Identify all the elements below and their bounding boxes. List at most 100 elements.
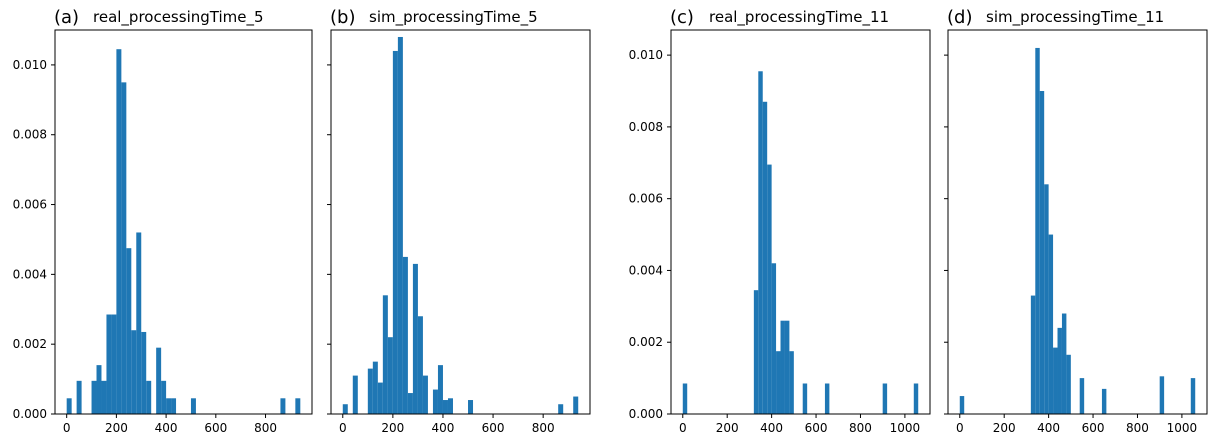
- x-tick-label: 400: [432, 421, 455, 435]
- y-tick-label: 0.002: [13, 337, 47, 351]
- histogram-bar: [387, 337, 393, 414]
- histogram-bar: [1053, 347, 1058, 414]
- histogram-bar: [1159, 376, 1165, 414]
- x-tick-label: 0: [339, 421, 347, 435]
- y-tick-label: 0.004: [629, 263, 663, 277]
- x-tick-label: 200: [105, 421, 128, 435]
- panel-title: sim_processingTime_5: [369, 8, 538, 27]
- x-tick-label: 600: [204, 421, 227, 435]
- y-tick-label: 0.004: [13, 267, 47, 281]
- x-tick-label: 1000: [890, 421, 921, 435]
- histogram-bar: [784, 320, 790, 414]
- y-tick-label: 0.000: [13, 407, 47, 421]
- histogram-bar: [190, 398, 196, 414]
- y-tick-label: 0.008: [13, 128, 47, 142]
- histogram-bar: [1030, 295, 1036, 414]
- x-tick-label: 200: [716, 421, 739, 435]
- histogram-bar: [776, 351, 781, 414]
- histogram-bar: [131, 330, 137, 414]
- histogram-bar: [382, 295, 388, 414]
- histogram-bar: [342, 404, 348, 414]
- x-tick-label: 800: [1126, 421, 1149, 435]
- histogram-bar: [280, 398, 286, 414]
- histogram-bar: [882, 383, 888, 414]
- histogram-bar: [392, 50, 398, 414]
- x-tick-label: 800: [254, 421, 277, 435]
- histogram-bar: [767, 164, 772, 414]
- histogram-bar: [417, 316, 423, 414]
- histogram-bar: [573, 396, 579, 414]
- histogram-bar: [468, 400, 474, 414]
- histogram-bar: [1044, 184, 1049, 414]
- histogram-bar: [91, 380, 97, 414]
- x-tick-label: 0: [679, 421, 687, 435]
- histogram-bar: [432, 389, 438, 414]
- x-tick-label: 0: [956, 421, 964, 435]
- panel-title: real_processingTime_5: [93, 8, 264, 27]
- histogram-bar: [111, 314, 117, 414]
- histogram-bar: [407, 393, 413, 414]
- x-tick-label: 800: [532, 421, 555, 435]
- histogram-bar: [762, 101, 768, 415]
- histogram-bar: [1035, 47, 1040, 415]
- histogram-bar: [437, 365, 443, 414]
- panel-title: real_processingTime_11: [709, 8, 889, 27]
- histogram-bar: [377, 382, 383, 414]
- y-tick-label: 0.010: [629, 48, 663, 62]
- histogram-bar: [412, 263, 418, 414]
- histogram-bar: [758, 71, 763, 414]
- histogram-bar: [352, 375, 358, 414]
- y-tick-label: 0.010: [13, 58, 47, 72]
- x-tick-label: 400: [155, 421, 178, 435]
- histogram-bar: [367, 368, 373, 414]
- histogram-bar: [959, 396, 965, 414]
- y-tick-label: 0.006: [13, 198, 47, 212]
- y-tick-label: 0.008: [629, 120, 663, 134]
- x-tick-label: 400: [1037, 421, 1060, 435]
- y-tick-label: 0.006: [629, 192, 663, 206]
- panel-label: (a): [54, 7, 79, 28]
- histogram-bar: [1057, 327, 1062, 414]
- histogram-bar: [66, 398, 72, 414]
- histogram-bar: [136, 232, 142, 414]
- histogram-bar: [447, 398, 453, 414]
- histogram-bar: [166, 398, 172, 414]
- histogram-bar: [121, 82, 127, 414]
- histogram-bar: [789, 351, 794, 414]
- histogram-bar: [1079, 378, 1085, 414]
- histogram-bar: [156, 347, 162, 414]
- histogram-bar: [171, 398, 177, 414]
- histogram-bar: [397, 36, 403, 415]
- histogram-bar: [442, 400, 448, 414]
- x-tick-label: 1000: [1167, 421, 1198, 435]
- y-tick-label: 0.000: [629, 407, 663, 421]
- panel-label: (c): [670, 7, 694, 28]
- axes-frame: [54, 29, 313, 415]
- histogram-bar: [372, 361, 378, 414]
- x-tick-label: 0: [63, 421, 71, 435]
- panel-title: sim_processingTime_11: [986, 8, 1164, 27]
- histogram-bar: [1061, 313, 1067, 414]
- histogram-bar: [96, 365, 102, 414]
- histogram-bar: [780, 320, 785, 414]
- histogram-bar: [753, 290, 759, 414]
- x-tick-label: 600: [1082, 421, 1105, 435]
- histogram-bar: [1190, 378, 1196, 414]
- axes-frame: [330, 29, 591, 415]
- histogram-bar: [1101, 388, 1107, 414]
- histogram-bar: [558, 404, 564, 414]
- histogram-bar: [771, 263, 777, 414]
- histogram-bar: [913, 383, 919, 414]
- histogram-bar: [161, 380, 167, 414]
- histogram-bar: [295, 398, 301, 414]
- histogram-bar: [402, 256, 408, 414]
- histogram-bar: [1048, 234, 1054, 414]
- histogram-bar: [824, 383, 830, 414]
- x-tick-label: 200: [993, 421, 1016, 435]
- histogram-bar: [116, 49, 122, 414]
- y-tick-label: 0.002: [629, 335, 663, 349]
- x-tick-label: 800: [849, 421, 872, 435]
- histogram-bar: [101, 380, 107, 414]
- histogram-bar: [106, 314, 112, 414]
